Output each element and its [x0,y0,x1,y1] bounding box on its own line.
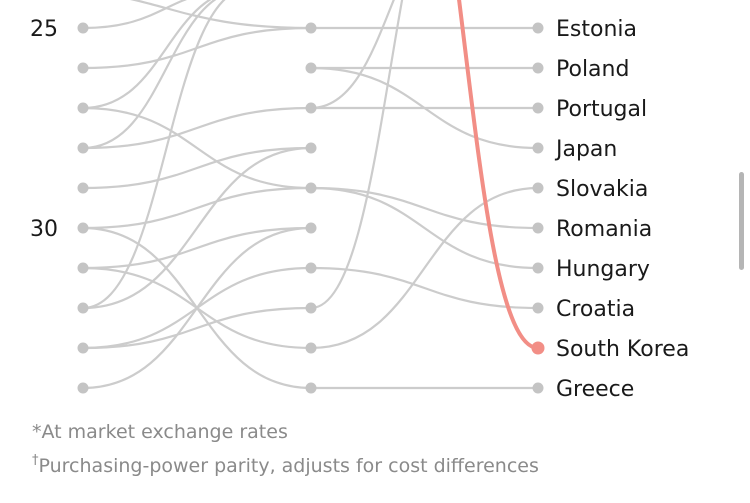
label-greece: Greece [556,377,634,402]
dot-slovakia [532,182,544,194]
label-romania: Romania [556,217,652,242]
label-estonia: Estonia [556,17,637,42]
line-japan [309,66,540,150]
dot-croatia [532,302,544,314]
connector-line [81,306,313,350]
connector-line [81,0,188,30]
dot-estonia [532,22,544,34]
dot-japan [532,142,544,154]
label-slovakia: Slovakia [556,177,648,202]
rank-dot [305,22,317,34]
line-hungary [81,186,313,230]
line-slovakia [309,186,540,350]
line-romania [81,106,313,190]
dot-portugal [532,102,544,114]
connector-line [81,226,313,390]
connector-lines [81,0,540,390]
rank-dot [77,102,89,114]
rank-dots [77,22,545,394]
scrollbar-thumb[interactable] [739,172,744,270]
label-hungary: Hungary [556,257,650,282]
rank-dot [305,142,317,154]
dot-hungary [532,262,544,274]
rank-dot [77,62,89,74]
label-poland: Poland [556,57,629,82]
rank-dot [77,22,89,34]
label-croatia: Croatia [556,297,635,322]
rank-dot [77,302,89,314]
connector-line [81,146,313,310]
label-south-korea: South Korea [556,337,689,362]
dot-greece [532,382,544,394]
rank-dot [77,382,89,394]
rank-dot [305,222,317,234]
rank-dot [305,262,317,274]
rank-dot [77,342,89,354]
connector-line [309,0,404,310]
bump-chart: Estonia Poland Portugal Japan Slovakia Romani… [30,0,689,402]
rank-dot [305,182,317,194]
connector-line [129,0,313,30]
labels: Estonia Poland Portugal Japan Slovakia Romani… [30,17,689,402]
footnote-ppp-text: Purchasing-power parity, adjusts for cos… [38,455,539,477]
rank-dot [77,262,89,274]
dot-poland [532,62,544,74]
rank-dot [305,62,317,74]
rank-dot [77,182,89,194]
connector-line [81,226,313,270]
line-portugal [81,106,313,150]
label-portugal: Portugal [556,97,647,122]
connector-line [81,0,217,150]
dagger-mark: † [32,453,39,468]
footnote-ppp: †Purchasing-power parity, adjusts for co… [32,453,539,477]
rank-dot [77,222,89,234]
connector-line [81,0,227,310]
line-hungary [309,186,540,270]
highlight-line-group [457,0,540,350]
rank-dot [77,142,89,154]
rank-tick-label: 25 [30,17,58,42]
dot-romania [532,222,544,234]
rank-tick-label: 30 [30,217,58,242]
dot-south-korea [531,341,545,355]
label-japan: Japan [554,137,617,162]
line-croatia [309,266,540,310]
rank-dot [305,342,317,354]
connector-line [309,0,395,110]
connector-line [81,0,212,110]
connector-line [81,146,313,190]
rank-dot [305,102,317,114]
rank-dot [305,302,317,314]
highlight-line-south-korea [457,0,540,350]
footnote-market-rates: *At market exchange rates [32,421,288,443]
rank-dot [305,382,317,394]
line-romania [309,186,540,230]
